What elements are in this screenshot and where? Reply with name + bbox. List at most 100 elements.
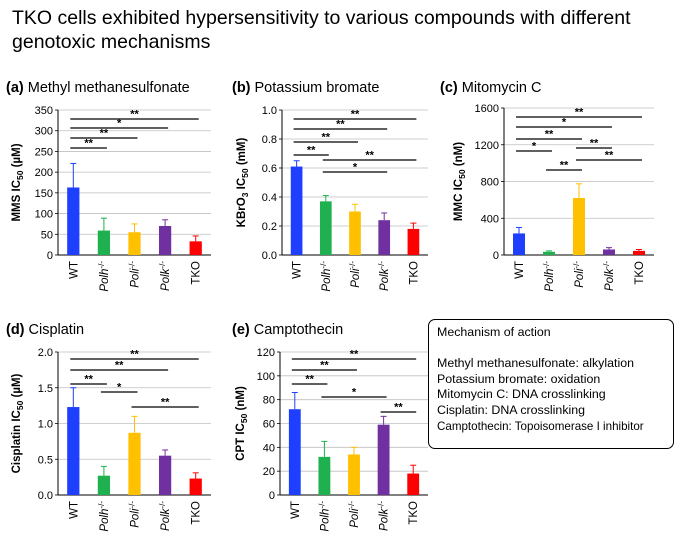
panel-a-xlabel-gene: Polh: [99, 269, 111, 292]
panel-d-sig-label: **: [84, 374, 93, 386]
panel-e-xlabel-polk: Polk-/-: [377, 501, 391, 531]
panel-c-compound: Mitomycin C: [462, 80, 542, 96]
panel-e-compound: Camptothecin: [254, 322, 343, 338]
panel-c-ytick-label: 800: [481, 177, 499, 189]
panel-a-xlabel-gene: Poli: [130, 268, 142, 288]
panel-e-ytick-label: 100: [257, 371, 275, 383]
panel-c-ylabel-part: MMC IC: [453, 179, 465, 221]
panel-e-bar-polk: [377, 424, 390, 495]
panel-c-bar-tko: [633, 250, 645, 255]
panel-a-xlabel-polk: Polk-/-: [158, 261, 172, 291]
panel-c-xlabel-gene: Polh: [544, 269, 556, 292]
panel-b-sig-label: **: [307, 145, 316, 157]
panel-b-xlabel-tko: TKO: [408, 261, 420, 285]
panel-b-sig-label: **: [322, 132, 331, 144]
panel-e-ytick-label: 20: [263, 466, 275, 478]
figure-title: TKO cells exhibited hypersensitivity to …: [12, 7, 631, 53]
panel-c-sig-label: *: [532, 141, 537, 153]
panel-e-letter: (e): [232, 322, 250, 338]
panel-c-sig-label: **: [575, 107, 584, 119]
panel-e-sig-label: **: [350, 349, 359, 361]
panel-c-title: (c) Mitomycin C: [440, 80, 542, 96]
panel-c-xlabel-gene: Polk: [604, 267, 616, 291]
panel-a-ylabel-part: MMS IC: [11, 180, 23, 222]
panel-e-xlabel-gene: Poli: [349, 508, 361, 528]
panel-b-ylabel-part: IC: [236, 178, 248, 193]
panel-b-ytick-label: 0.4: [262, 192, 277, 204]
panel-d-xlabel-polk: Polk-/-: [158, 501, 172, 531]
panel-a: (a) Methyl methanesulfonate 0 50 100 150 200 25…: [6, 80, 211, 292]
panel-a-title: (a) Methyl methanesulfonate: [6, 80, 190, 96]
panel-b-xlabel-gene: Poli: [350, 268, 362, 288]
panel-d-xlabel-gene: Polk: [160, 507, 172, 531]
panel-c-ytick-label: 0: [493, 250, 499, 262]
panel-a-sig-label: **: [130, 109, 139, 121]
panel-a-bar-polk: [158, 226, 172, 255]
panel-d-sig-label: **: [161, 397, 170, 409]
panel-c-sig-label: **: [560, 160, 569, 172]
panel-b-ylabel-part: KBrO: [236, 197, 248, 227]
panel-c-xlabel-sup: -/-: [602, 261, 611, 269]
panel-a-xlabel-wt: WT: [68, 261, 80, 279]
panel-a-bar-wt: [67, 187, 80, 255]
panel-a-xlabel-tko: TKO: [191, 261, 203, 285]
panel-d-xlabel-gene: Poli: [130, 508, 142, 528]
panel-c-ylabel: MMC IC50 (nM): [453, 142, 467, 221]
mechanism-line-mms: Methyl methanesulfonate: alkylation: [437, 356, 634, 371]
panel-a-ytick-label: 0: [47, 250, 53, 262]
panel-b-xlabel-polk: Polk-/-: [377, 261, 391, 291]
panel-d-ytick-label: 1.5: [38, 383, 53, 395]
panel-b-ylabel-part: (mM): [236, 138, 248, 169]
panel-b-sig-label: **: [351, 109, 360, 121]
panel-c-sig-label: **: [545, 129, 554, 141]
panel-a-xlabel-polh: Polh-/-: [97, 261, 111, 292]
panel-c-bar-polk: [603, 249, 615, 255]
panel-d: (d) Cisplatin 0.0 0.5 1.0 1.5 2.0 Cisplatin IC5…: [6, 322, 211, 532]
panel-c-xlabel-polk: Polk-/-: [602, 261, 616, 291]
panel-b-ytick-label: 0.8: [262, 134, 277, 146]
panel-e-xlabel-gene: Polh: [319, 509, 331, 532]
panel-b-ytick-label: 0.0: [262, 250, 277, 262]
panel-d-ylabel: Cisplatin IC50 (µM): [11, 373, 25, 473]
mechanism-legend-box: Mechanism of action Methyl methanesulfon…: [428, 319, 674, 449]
panel-b-ylabel-part: 3: [240, 192, 250, 197]
panel-a-sig-label: *: [117, 118, 122, 130]
panel-b-bar-polk: [378, 220, 391, 255]
panel-a-ytick-label: 200: [35, 167, 53, 179]
panel-e-ytick-label: 80: [263, 395, 275, 407]
panel-c-bar-wt: [513, 233, 525, 255]
panel-e-ylabel: CPT IC50 (nM): [235, 386, 249, 461]
panel-e-ytick-label: 0: [269, 490, 275, 502]
panel-d-sig-label: **: [115, 360, 124, 372]
panel-c-bar-poli: [573, 198, 585, 255]
panel-b-ylabel: KBrO3 IC50 (mM): [236, 138, 250, 228]
panel-e-xlabel-sup: -/-: [377, 501, 386, 509]
panel-c: (c) Mitomycin C 0 400 800 1200 1600 MMC IC50 (n…: [440, 80, 654, 292]
panel-b-ytick-label: 1.0: [262, 105, 277, 117]
panel-d-xlabel-tko: TKO: [191, 501, 203, 525]
panel-c-sig-label: **: [590, 138, 599, 150]
panel-b-xlabel-sup: -/-: [348, 261, 357, 269]
panel-d-bar-wt: [67, 407, 80, 495]
panel-a-ylabel-part: (µM): [11, 143, 23, 170]
panel-b-xlabel-poli: Poli-/-: [348, 261, 362, 288]
panel-d-letter: (d): [6, 322, 25, 338]
panel-a-sig-label: **: [84, 138, 93, 150]
panel-d-xlabel-sup: -/-: [128, 501, 137, 509]
panel-c-xlabel-wt: WT: [514, 261, 526, 279]
panel-d-sig-label: **: [130, 349, 139, 361]
panel-b-sig-label: **: [336, 119, 345, 131]
panel-e-xlabel-sup: -/-: [347, 501, 356, 509]
panel-c-ytick-label: 400: [481, 213, 499, 225]
panel-c-xlabel-poli: Poli-/-: [572, 261, 586, 288]
panel-b-ytick-label: 0.2: [262, 221, 277, 233]
panel-b-bar-polh: [319, 201, 332, 255]
panel-b-compound: Potassium bromate: [255, 80, 380, 96]
panel-b-xlabel-sup: -/-: [319, 261, 328, 269]
panel-d-sig-label: *: [117, 382, 122, 394]
panel-c-ylabel-part: (nM): [453, 142, 465, 170]
panel-e-ylabel-part: (nM): [235, 386, 247, 414]
panel-b-ylabel-part: 50: [240, 168, 250, 178]
panel-c-ylabel-part: 50: [457, 169, 467, 179]
panel-e-bar-wt: [288, 409, 301, 495]
